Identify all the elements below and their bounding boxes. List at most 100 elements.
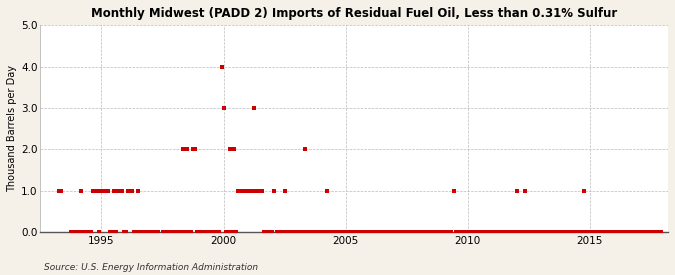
Point bbox=[400, 230, 410, 234]
Point bbox=[576, 230, 587, 234]
Point bbox=[550, 230, 561, 234]
Point bbox=[234, 188, 245, 193]
Y-axis label: Thousand Barrels per Day: Thousand Barrels per Day bbox=[7, 65, 17, 192]
Point bbox=[583, 230, 593, 234]
Point bbox=[617, 230, 628, 234]
Point bbox=[491, 230, 502, 234]
Point bbox=[180, 230, 190, 234]
Point bbox=[428, 230, 439, 234]
Point bbox=[507, 230, 518, 234]
Point bbox=[354, 230, 365, 234]
Point bbox=[460, 230, 471, 234]
Point bbox=[72, 230, 82, 234]
Point bbox=[605, 230, 616, 234]
Point bbox=[458, 230, 469, 234]
Point bbox=[224, 147, 235, 152]
Point bbox=[446, 230, 457, 234]
Point bbox=[304, 230, 315, 234]
Point bbox=[159, 230, 170, 234]
Point bbox=[408, 230, 418, 234]
Point bbox=[294, 230, 304, 234]
Point bbox=[464, 230, 475, 234]
Point bbox=[127, 188, 138, 193]
Point bbox=[470, 230, 481, 234]
Point bbox=[98, 188, 109, 193]
Point bbox=[242, 188, 253, 193]
Point bbox=[171, 230, 182, 234]
Point bbox=[204, 230, 215, 234]
Point bbox=[554, 230, 565, 234]
Point bbox=[265, 230, 276, 234]
Point bbox=[566, 230, 577, 234]
Point bbox=[248, 106, 259, 110]
Point bbox=[477, 230, 487, 234]
Point bbox=[530, 230, 541, 234]
Point bbox=[222, 230, 233, 234]
Point bbox=[218, 106, 229, 110]
Point bbox=[228, 147, 239, 152]
Point bbox=[585, 230, 595, 234]
Point bbox=[629, 230, 640, 234]
Point bbox=[472, 230, 483, 234]
Point bbox=[607, 230, 618, 234]
Point bbox=[263, 230, 273, 234]
Title: Monthly Midwest (PADD 2) Imports of Residual Fuel Oil, Less than 0.31% Sulfur: Monthly Midwest (PADD 2) Imports of Resi… bbox=[91, 7, 618, 20]
Point bbox=[356, 230, 367, 234]
Point bbox=[122, 188, 133, 193]
Point bbox=[328, 230, 339, 234]
Point bbox=[499, 230, 510, 234]
Point bbox=[169, 230, 180, 234]
Point bbox=[452, 230, 463, 234]
Point bbox=[188, 147, 198, 152]
Point bbox=[426, 230, 437, 234]
Point bbox=[141, 230, 152, 234]
Point bbox=[656, 230, 667, 234]
Point bbox=[558, 230, 569, 234]
Point bbox=[436, 230, 447, 234]
Point bbox=[615, 230, 626, 234]
Point bbox=[377, 230, 387, 234]
Point bbox=[444, 230, 455, 234]
Point bbox=[396, 230, 406, 234]
Point bbox=[544, 230, 555, 234]
Point bbox=[589, 230, 599, 234]
Point bbox=[346, 230, 357, 234]
Point bbox=[531, 230, 542, 234]
Point bbox=[68, 230, 78, 234]
Point bbox=[314, 230, 325, 234]
Point bbox=[288, 230, 298, 234]
Point bbox=[513, 230, 524, 234]
Point bbox=[621, 230, 632, 234]
Point bbox=[391, 230, 402, 234]
Point bbox=[503, 230, 514, 234]
Point bbox=[522, 230, 533, 234]
Point bbox=[623, 230, 634, 234]
Point bbox=[310, 230, 321, 234]
Point bbox=[397, 230, 408, 234]
Point bbox=[412, 230, 423, 234]
Point bbox=[338, 230, 349, 234]
Point bbox=[208, 230, 219, 234]
Point bbox=[570, 230, 581, 234]
Point bbox=[178, 147, 188, 152]
Point bbox=[578, 188, 589, 193]
Point bbox=[230, 230, 241, 234]
Point bbox=[102, 188, 113, 193]
Point bbox=[416, 230, 427, 234]
Point bbox=[281, 230, 292, 234]
Point bbox=[385, 230, 396, 234]
Point bbox=[119, 230, 130, 234]
Point bbox=[275, 230, 286, 234]
Point bbox=[226, 230, 237, 234]
Point bbox=[373, 230, 383, 234]
Point bbox=[53, 188, 64, 193]
Point bbox=[387, 230, 398, 234]
Point bbox=[184, 230, 194, 234]
Point bbox=[440, 230, 451, 234]
Point bbox=[548, 230, 559, 234]
Point bbox=[86, 230, 97, 234]
Point bbox=[139, 230, 150, 234]
Point bbox=[362, 230, 373, 234]
Point bbox=[202, 230, 213, 234]
Point bbox=[240, 188, 251, 193]
